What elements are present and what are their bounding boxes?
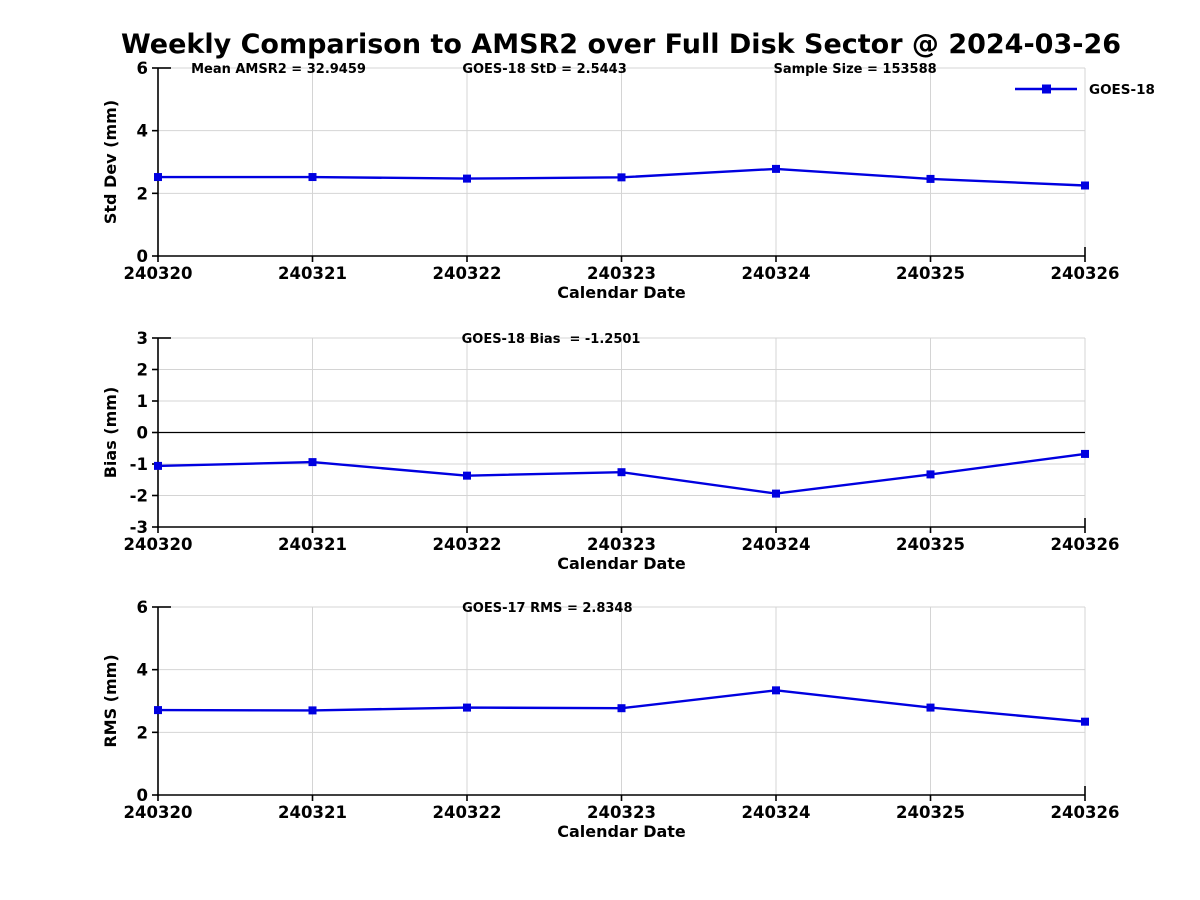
y-tick-label: 6: [137, 598, 148, 617]
y-axis-label: Bias (mm): [101, 387, 120, 479]
annotation: GOES-18 StD = 2.5443: [462, 62, 626, 77]
y-tick-label: 6: [137, 59, 148, 78]
data-point-marker: [154, 173, 162, 182]
x-tick-label: 240326: [1051, 264, 1120, 283]
data-point-marker: [308, 458, 317, 467]
data-point-marker: [154, 706, 162, 715]
y-tick-label: 2: [137, 723, 148, 742]
x-tick-label: 240321: [278, 535, 347, 554]
annotation: GOES-18 Bias = -1.2501: [462, 332, 641, 347]
data-point-marker: [308, 173, 317, 182]
x-tick-label: 240322: [433, 535, 502, 554]
y-tick-label: 2: [137, 184, 148, 203]
y-tick-label: 0: [137, 247, 148, 266]
x-tick-label: 240321: [278, 803, 347, 822]
data-point-marker: [772, 686, 780, 695]
data-point-marker: [617, 704, 626, 713]
data-point-marker: [926, 470, 935, 479]
data-point-marker: [154, 461, 162, 470]
x-tick-label: 240320: [124, 803, 193, 822]
data-point-marker: [1081, 181, 1089, 190]
x-tick-label: 240322: [433, 803, 502, 822]
annotation: Mean AMSR2 = 32.9459: [191, 62, 366, 77]
x-tick-label: 240325: [896, 803, 965, 822]
y-axis-label: RMS (mm): [101, 654, 120, 747]
x-tick-label: 240323: [587, 803, 656, 822]
legend-label: GOES-18: [1089, 82, 1155, 98]
figure-title: Weekly Comparison to AMSR2 over Full Dis…: [121, 29, 1121, 60]
x-axis-label: Calendar Date: [557, 554, 686, 573]
x-tick-label: 240321: [278, 264, 347, 283]
x-tick-label: 240323: [587, 264, 656, 283]
y-axis-label: Std Dev (mm): [101, 100, 120, 224]
y-tick-label: 4: [137, 661, 148, 680]
y-tick-label: 4: [137, 122, 148, 141]
data-point-marker: [1081, 717, 1089, 726]
x-tick-label: 240324: [742, 535, 811, 554]
data-point-marker: [463, 174, 471, 183]
y-tick-label: -3: [130, 518, 148, 537]
y-tick-label: -1: [130, 455, 148, 474]
x-tick-label: 240320: [124, 264, 193, 283]
x-tick-label: 240326: [1051, 803, 1120, 822]
subplots-group: 240320 240321 240322 240323 240324 240325 2403…: [101, 59, 1155, 841]
data-point-marker: [617, 173, 626, 182]
y-tick-label: 0: [137, 424, 148, 443]
data-point-marker: [617, 468, 626, 477]
x-tick-label: 240326: [1051, 535, 1120, 554]
data-point-marker: [772, 164, 780, 173]
x-tick-label: 240320: [124, 535, 193, 554]
x-tick-label: 240325: [896, 264, 965, 283]
legend-marker: [1042, 84, 1051, 94]
data-point-marker: [926, 703, 935, 712]
subplot-bias: 240320 240321 240322 240323 240324 240325 2403…: [101, 329, 1119, 573]
x-tick-label: 240324: [742, 803, 811, 822]
subplot-rms: 240320 240321 240322 240323 240324 240325 2403…: [101, 598, 1119, 841]
x-tick-label: 240323: [587, 535, 656, 554]
x-axis-label: Calendar Date: [557, 822, 686, 841]
y-tick-label: -2: [130, 487, 148, 506]
x-tick-label: 240324: [742, 264, 811, 283]
x-tick-label: 240322: [433, 264, 502, 283]
data-point-marker: [463, 703, 471, 712]
x-axis-label: Calendar Date: [557, 283, 686, 302]
annotation: Sample Size = 153588: [773, 62, 936, 77]
annotation: GOES-17 RMS = 2.8348: [462, 601, 632, 616]
y-tick-label: 0: [137, 786, 148, 805]
data-point-marker: [463, 471, 471, 480]
data-point-marker: [772, 489, 780, 498]
data-point-marker: [308, 706, 317, 715]
subplot-std-dev: 240320 240321 240322 240323 240324 240325 2403…: [101, 59, 1155, 302]
y-tick-label: 2: [137, 361, 148, 380]
data-point-marker: [926, 174, 935, 183]
x-tick-label: 240325: [896, 535, 965, 554]
y-tick-label: 3: [137, 329, 148, 348]
y-tick-label: 1: [137, 392, 148, 411]
data-point-marker: [1081, 449, 1089, 458]
